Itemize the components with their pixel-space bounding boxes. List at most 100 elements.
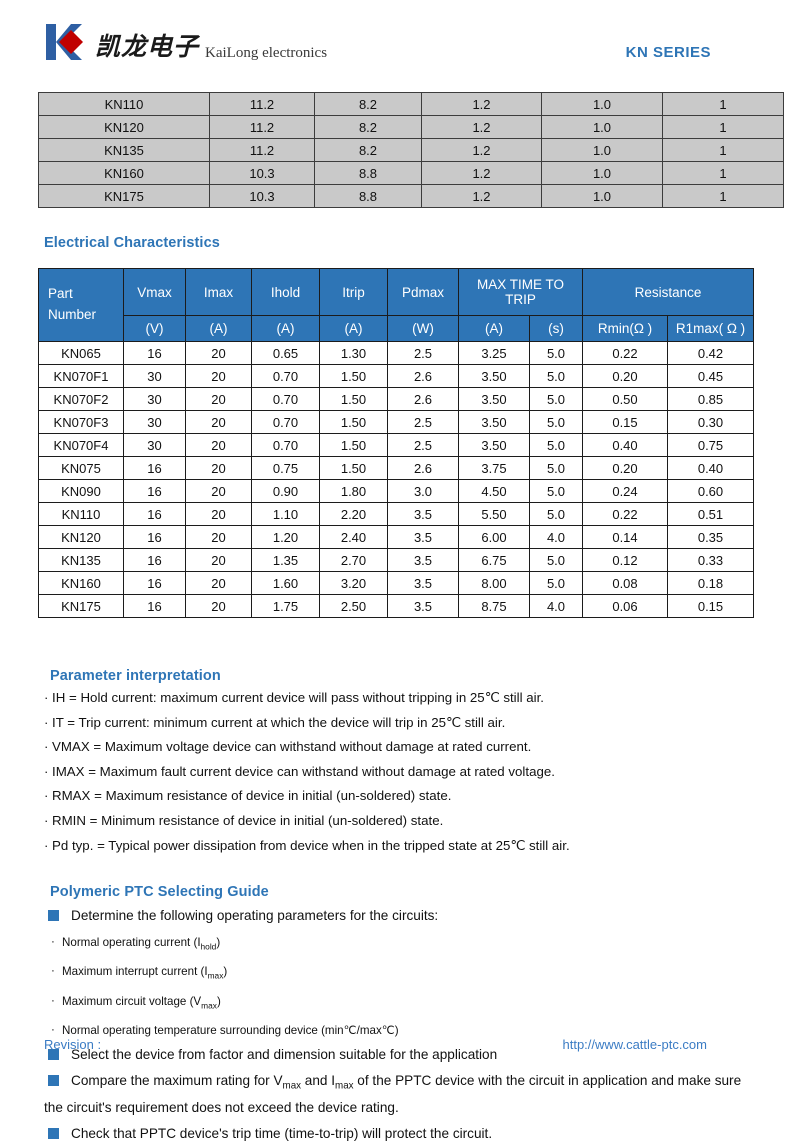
cell-mtt-a: 3.50	[458, 433, 530, 457]
col-header-ihold: Ihold	[251, 268, 320, 316]
cell-mtt-a: 5.50	[458, 502, 530, 526]
parameter-interpretation-section: Parameter interpretation · IH = Hold curr…	[44, 668, 755, 856]
square-bullet-icon	[48, 1075, 59, 1087]
guide-step-2: Select the device from factor and dimens…	[44, 1045, 755, 1065]
guide-sub-1-text: Normal operating current (Ihold)	[62, 936, 221, 952]
cell-r1max: 0.18	[666, 571, 755, 595]
cell-pn: KN120	[38, 525, 124, 549]
cell-pn: KN160	[38, 571, 124, 595]
cell-mtt-s: 4.0	[529, 594, 583, 618]
selecting-guide-section: Polymeric PTC Selecting Guide Determine …	[44, 884, 755, 1144]
cell-mtt-s: 5.0	[529, 387, 583, 411]
guide-sub-item-2: · Maximum interrupt current (Imax)	[44, 963, 755, 984]
cell-r1max: 0.51	[666, 502, 755, 526]
cell-mtt-s: 5.0	[529, 502, 583, 526]
electrical-characteristics-table: Part Number Vmax Imax Ihold Itrip Pdmax …	[38, 268, 755, 618]
cell-pn: KN070F4	[38, 433, 124, 457]
dot-bullet-icon: ·	[51, 964, 55, 978]
parameter-item-text: RMAX = Maximum resistance of device in i…	[52, 788, 452, 804]
square-bullet-icon	[48, 1127, 59, 1139]
cell-v4: 1.2	[421, 115, 542, 139]
guide-sub-item-4: · Normal operating temperature surroundi…	[44, 1022, 755, 1039]
gray-table-body: KN110 11.2 8.2 1.2 1.0 1 KN120 11.2 8.2 …	[38, 92, 784, 208]
unit-itrip: (A)	[319, 315, 388, 342]
guide-step-4-text: Check that PPTC device's trip time (time…	[71, 1125, 493, 1141]
col-header-max-time-to-trip: MAX TIME TO TRIP	[458, 268, 583, 316]
table-row: KN065 16 20 0.65 1.30 2.5 3.25 5.0 0.22 0.42	[38, 341, 755, 365]
cell-itrip: 1.50	[319, 433, 388, 457]
dot-bullet-icon: ·	[51, 1023, 55, 1037]
cell-v4: 1.2	[421, 138, 542, 162]
kailong-k-diamond-logo	[44, 22, 88, 62]
cell-vmax: 30	[123, 410, 186, 434]
revision-label: Revision :	[44, 1037, 102, 1052]
cell-vmax: 16	[123, 479, 186, 503]
table-row: KN070F2 30 20 0.70 1.50 2.6 3.50 5.0 0.50 0.85	[38, 387, 755, 411]
cell-r1max: 0.15	[666, 594, 755, 618]
cell-mtt-s: 5.0	[529, 571, 583, 595]
table-row: KN075 16 20 0.75 1.50 2.6 3.75 5.0 0.20 0.40	[38, 456, 755, 480]
dot-bullet-icon: ·	[44, 812, 49, 828]
cell-vmax: 30	[123, 387, 186, 411]
cell-rmin: 0.50	[582, 387, 668, 411]
cell-imax: 20	[185, 479, 252, 503]
cell-pn: KN135	[38, 548, 124, 572]
cell-vmax: 30	[123, 364, 186, 388]
cell-v6: 1	[662, 138, 784, 162]
guide-step-3: Compare the maximum rating for Vmax and …	[44, 1071, 755, 1118]
parameter-item-7: · Pd typ. = Typical power dissipation fro…	[44, 836, 755, 857]
cell-itrip: 1.50	[319, 456, 388, 480]
parameter-item-3: · VMAX = Maximum voltage device can withs…	[44, 737, 755, 758]
website-url[interactable]: http://www.cattle-ptc.com	[562, 1037, 708, 1052]
table-row: KN160 10.3 8.8 1.2 1.0 1	[38, 161, 784, 185]
cell-itrip: 2.50	[319, 594, 388, 618]
cell-v3: 8.2	[314, 115, 422, 139]
cell-vmax: 16	[123, 571, 186, 595]
page-header: 凯龙电子 KaiLong electronics KN SERIES	[38, 0, 755, 88]
cell-mtt-s: 5.0	[529, 433, 583, 457]
cell-r1max: 0.42	[666, 341, 755, 365]
cell-ihold: 0.70	[251, 410, 320, 434]
dot-bullet-icon: ·	[51, 935, 55, 949]
table-row: KN070F3 30 20 0.70 1.50 2.5 3.50 5.0 0.15 0.30	[38, 410, 755, 434]
cell-r1max: 0.30	[666, 410, 755, 434]
cell-ihold: 0.75	[251, 456, 320, 480]
parameter-item-text: VMAX = Maximum voltage device can withst…	[52, 739, 532, 755]
cell-pdmax: 2.5	[387, 341, 459, 365]
part-label-line1: Part	[48, 286, 73, 302]
cell-part: KN110	[38, 92, 210, 116]
guide-step-1: Determine the following operating parame…	[44, 906, 755, 926]
cell-mtt-s: 5.0	[529, 341, 583, 365]
cell-ihold: 1.60	[251, 571, 320, 595]
cell-imax: 20	[185, 387, 252, 411]
cell-imax: 20	[185, 502, 252, 526]
dot-bullet-icon: ·	[44, 763, 49, 779]
cell-itrip: 2.40	[319, 525, 388, 549]
guide-sub-item-1: · Normal operating current (Ihold)	[44, 934, 755, 955]
cell-vmax: 16	[123, 502, 186, 526]
cell-ihold: 0.70	[251, 364, 320, 388]
cell-rmin: 0.15	[582, 410, 668, 434]
table-row: KN070F4 30 20 0.70 1.50 2.5 3.50 5.0 0.40 0.75	[38, 433, 755, 457]
header-row-top: Part Number Vmax Imax Ihold Itrip Pdmax …	[38, 268, 755, 342]
cell-r1max: 0.35	[666, 525, 755, 549]
cell-vmax: 16	[123, 525, 186, 549]
cell-r1max: 0.85	[666, 387, 755, 411]
cell-itrip: 1.50	[319, 364, 388, 388]
cell-v4: 1.2	[421, 184, 542, 208]
cell-pdmax: 3.5	[387, 594, 459, 618]
cell-pdmax: 3.5	[387, 502, 459, 526]
cell-v4: 1.2	[421, 161, 542, 185]
cell-v2: 11.2	[209, 115, 315, 139]
table-header: Part Number Vmax Imax Ihold Itrip Pdmax …	[38, 268, 755, 342]
header-row-units: (V) (A) (A) (A) (W) (A) (s) Rmin(Ω ) R1m…	[39, 315, 755, 342]
cell-itrip: 3.20	[319, 571, 388, 595]
guide-sub-2-text: Maximum interrupt current (Imax)	[62, 965, 228, 981]
cell-v3: 8.2	[314, 138, 422, 162]
table-row: KN120 11.2 8.2 1.2 1.0 1	[38, 115, 784, 139]
cell-v5: 1.0	[541, 161, 663, 185]
unit-mtt-seconds: (s)	[529, 315, 583, 342]
cell-pn: KN075	[38, 456, 124, 480]
parameter-item-text: IT = Trip current: minimum current at wh…	[52, 714, 506, 730]
col-header-imax: Imax	[185, 268, 252, 316]
